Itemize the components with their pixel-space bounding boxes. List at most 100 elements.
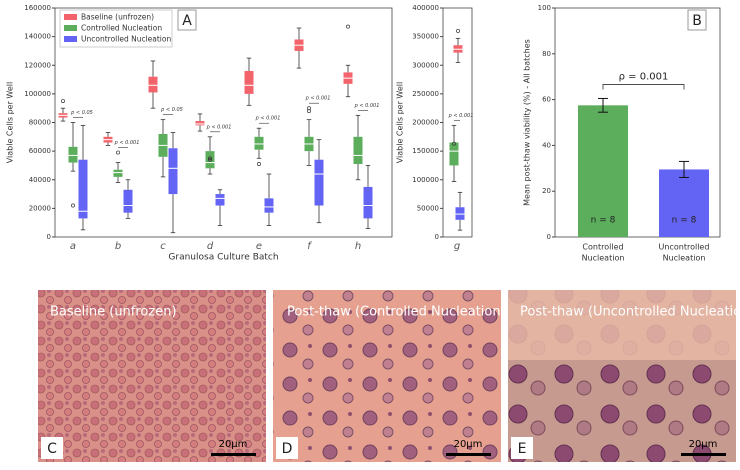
y-tick-label: 60 (542, 96, 551, 104)
plot-frame (442, 7, 473, 238)
x-tick-label: c (160, 241, 166, 252)
panel-label-box (511, 437, 533, 459)
p-value: p < 0.001 (255, 116, 281, 122)
box (314, 159, 324, 206)
p-value: ρ = 0.001 (619, 71, 669, 82)
bar-label: n = 8 (591, 216, 616, 226)
box (449, 142, 459, 166)
x-axis-label: Granulosa Culture Batch (168, 253, 278, 263)
panel-label-box (177, 9, 197, 31)
box (363, 186, 373, 219)
outlier (116, 150, 120, 155)
micrograph (38, 290, 266, 462)
scale-bar-label: 20μm (454, 439, 483, 450)
box (254, 136, 264, 150)
x-tick-label: g (454, 241, 460, 252)
outlier (61, 99, 65, 103)
p-value: p < 0.001 (206, 124, 232, 130)
legend-swatch (64, 25, 77, 31)
y-tick-label: 100 (538, 4, 551, 12)
panel-label-box (276, 437, 298, 459)
y-tick-label: 40000 (29, 176, 51, 184)
legend-label: Controlled Nucleation (81, 24, 162, 33)
box (215, 194, 225, 206)
panel-label: E (518, 441, 527, 457)
x-tick-label: h (355, 241, 361, 252)
outlier (452, 141, 456, 146)
y-tick-label: 140000 (24, 33, 51, 41)
x-tick-label: e (256, 241, 262, 252)
x-tick-label: d (207, 241, 214, 252)
legend (59, 9, 173, 48)
y-tick-label: 50000 (417, 204, 439, 212)
y-tick-label: 350000 (412, 33, 439, 41)
y-tick-label: 20000 (29, 204, 51, 212)
box (353, 136, 363, 165)
y-tick-label: 400000 (412, 4, 439, 12)
outlier (208, 157, 212, 162)
p-value: p < 0.001 (354, 103, 380, 109)
panel-label: C (47, 441, 57, 457)
y-tick-label: 20 (542, 187, 551, 195)
y-axis-label: Mean post-thaw viability (%) - All batch… (523, 39, 532, 206)
photo-c: Baseline (unfrozen) C 20μm (38, 290, 266, 462)
legend-swatch (64, 36, 77, 42)
y-tick-label: 80000 (29, 119, 51, 127)
y-tick-label: 100000 (24, 90, 51, 98)
p-value: p < 0.05 (70, 110, 93, 116)
x-tick-label: f (307, 241, 312, 252)
scale-bar-label: 20μm (689, 439, 718, 450)
outlier (257, 162, 261, 166)
y-tick-label: 120000 (24, 61, 51, 69)
y-tick-label: 40 (542, 141, 551, 149)
scale-bar-label: 20μm (219, 439, 248, 450)
box (455, 207, 465, 220)
bar (659, 169, 709, 237)
panel-label: A (182, 13, 192, 29)
y-tick-label: 60000 (29, 147, 51, 155)
outlier (307, 106, 311, 111)
plot-frame (554, 7, 721, 238)
photo-title: Baseline (unfrozen) (50, 305, 177, 320)
box (78, 159, 88, 219)
box (113, 169, 123, 177)
x-tick-label: b (115, 241, 121, 252)
y-tick-label: 0 (435, 233, 439, 241)
y-tick-label: 160000 (24, 4, 51, 12)
significance-bracket (602, 84, 685, 90)
x-tick-label: Controlled (582, 243, 623, 252)
outlier (208, 156, 212, 161)
y-tick-label: 250000 (412, 90, 439, 98)
y-axis-label: Viable Cells per Well (6, 82, 15, 164)
photo-e: Post-thaw (Uncontrolled Nucleation) E 20… (508, 290, 740, 462)
panel-label: D (282, 441, 293, 457)
p-value: p < 0.001 (305, 96, 331, 102)
p-value: p < 0.001 (114, 140, 140, 146)
box (264, 198, 274, 213)
y-tick-label: 200000 (412, 119, 439, 127)
legend-label: Uncontrolled Nucleation (81, 35, 171, 44)
panel-label-box (41, 437, 63, 459)
bar-label: n = 8 (672, 216, 697, 226)
y-axis-label: Viable Cells per Well (396, 82, 405, 164)
y-tick-label: 100000 (412, 176, 439, 184)
background (508, 290, 736, 360)
photo-d: Post-thaw (Controlled Nucleation) D 20μm (273, 290, 506, 462)
scale-bar (446, 453, 491, 456)
p-value: p < 0.05 (160, 107, 183, 113)
x-tick-label: a (70, 241, 76, 252)
panel-label: B (692, 13, 702, 29)
legend-label: Baseline (unfrozen) (81, 13, 154, 22)
y-tick-label: 0 (547, 233, 551, 241)
y-tick-label: 0 (47, 233, 51, 241)
box (68, 146, 78, 163)
x-tick-label: Nucleation (582, 254, 625, 263)
photo-title: Post-thaw (Controlled Nucleation) (287, 305, 506, 320)
outlier (346, 24, 350, 29)
box (244, 70, 254, 94)
photo-title: Post-thaw (Uncontrolled Nucleation) (520, 305, 740, 320)
outlier (456, 28, 460, 33)
panel-label-box (687, 9, 707, 31)
legend-swatch (64, 14, 77, 20)
